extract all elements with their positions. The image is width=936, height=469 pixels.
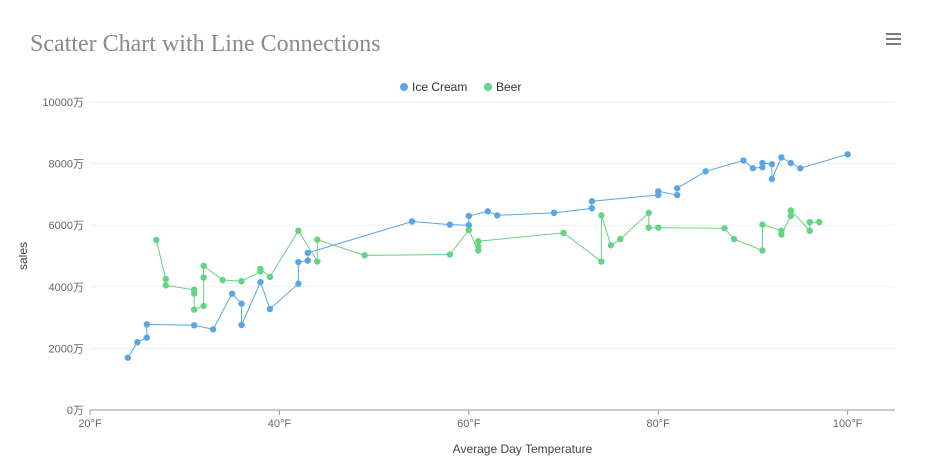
data-point[interactable]	[190, 322, 198, 329]
data-point[interactable]	[598, 212, 605, 219]
y-tick-label: 2000万	[49, 343, 84, 355]
data-point[interactable]	[200, 262, 207, 270]
data-point[interactable]	[314, 236, 321, 243]
data-point[interactable]	[266, 273, 274, 281]
data-point[interactable]	[219, 276, 226, 284]
data-point[interactable]	[228, 290, 236, 297]
chart-title: Scatter Chart with Line Connections	[30, 31, 381, 57]
x-tick-label: 80°F	[647, 418, 671, 430]
data-point[interactable]	[607, 242, 615, 249]
data-point[interactable]	[124, 354, 132, 361]
data-point[interactable]	[153, 236, 160, 244]
data-point[interactable]	[617, 235, 624, 243]
x-tick-label: 20°F	[78, 418, 102, 430]
data-point[interactable]	[844, 151, 851, 158]
data-point[interactable]	[465, 226, 473, 234]
data-point[interactable]	[588, 197, 596, 205]
data-point[interactable]	[730, 235, 738, 243]
data-point[interactable]	[702, 168, 709, 175]
data-point[interactable]	[465, 222, 473, 229]
data-point[interactable]	[190, 306, 198, 313]
data-point[interactable]	[787, 159, 795, 167]
data-point[interactable]	[238, 321, 245, 329]
series-line-ice-cream	[127, 153, 848, 358]
data-point[interactable]	[475, 238, 482, 245]
data-point[interactable]	[560, 229, 567, 237]
data-point[interactable]	[778, 154, 785, 161]
data-point[interactable]	[266, 305, 274, 313]
data-point[interactable]	[673, 185, 681, 192]
y-tick-label: 0万	[67, 405, 84, 417]
data-point[interactable]	[484, 208, 491, 215]
legend-item-ice-cream[interactable]: Ice Cream	[412, 80, 467, 94]
data-point[interactable]	[295, 227, 302, 234]
hamburger-menu-icon[interactable]	[883, 31, 905, 47]
data-point[interactable]	[465, 212, 473, 220]
legend-item-beer[interactable]: Beer	[496, 80, 521, 94]
data-point[interactable]	[588, 205, 596, 212]
data-point[interactable]	[673, 191, 681, 199]
data-point[interactable]	[238, 300, 245, 307]
data-point[interactable]	[721, 225, 728, 232]
data-point[interactable]	[143, 321, 151, 328]
data-point[interactable]	[295, 280, 302, 287]
data-point[interactable]	[209, 326, 217, 333]
data-point[interactable]	[645, 209, 652, 217]
data-point[interactable]	[778, 231, 785, 238]
data-point[interactable]	[257, 265, 264, 273]
data-point[interactable]	[787, 207, 795, 214]
data-point[interactable]	[475, 243, 482, 250]
data-point[interactable]	[759, 247, 766, 254]
legend-marker[interactable]	[484, 83, 492, 91]
y-tick-label: 8000万	[49, 159, 84, 171]
data-point[interactable]	[550, 209, 558, 217]
data-point[interactable]	[143, 334, 151, 341]
y-tick-label: 10000万	[42, 97, 84, 109]
data-point[interactable]	[655, 224, 662, 231]
data-point[interactable]	[749, 165, 757, 172]
data-point[interactable]	[257, 278, 264, 286]
data-point[interactable]	[408, 218, 416, 225]
data-point[interactable]	[304, 257, 312, 264]
data-point[interactable]	[768, 175, 776, 183]
data-point[interactable]	[806, 218, 813, 226]
data-point[interactable]	[598, 258, 605, 265]
data-point[interactable]	[759, 159, 766, 167]
y-tick-label: 4000万	[49, 282, 84, 294]
legend-marker[interactable]	[400, 83, 408, 91]
data-point[interactable]	[768, 161, 776, 168]
data-point[interactable]	[494, 212, 501, 219]
data-point[interactable]	[787, 212, 795, 220]
data-point[interactable]	[740, 157, 747, 164]
data-point[interactable]	[314, 258, 321, 265]
data-point[interactable]	[238, 278, 245, 285]
data-point[interactable]	[797, 165, 804, 172]
data-point[interactable]	[655, 188, 662, 195]
data-point[interactable]	[304, 249, 312, 257]
data-point[interactable]	[162, 275, 169, 283]
data-point[interactable]	[645, 224, 652, 231]
data-point[interactable]	[190, 290, 198, 297]
data-point[interactable]	[200, 274, 207, 281]
data-point[interactable]	[446, 221, 454, 228]
data-point[interactable]	[816, 218, 823, 226]
y-axis-title: sales	[16, 242, 30, 270]
data-point[interactable]	[162, 282, 169, 289]
x-tick-label: 100°F	[833, 418, 863, 430]
y-tick-label: 6000万	[49, 220, 84, 232]
data-point[interactable]	[361, 252, 368, 259]
data-point[interactable]	[134, 339, 141, 346]
x-tick-label: 40°F	[268, 418, 292, 430]
data-point[interactable]	[806, 227, 813, 234]
x-axis-title: Average Day Temperature	[453, 442, 593, 456]
x-tick-label: 60°F	[457, 418, 481, 430]
data-point[interactable]	[295, 258, 302, 266]
data-point[interactable]	[200, 302, 207, 310]
data-point[interactable]	[759, 221, 766, 228]
data-point[interactable]	[446, 251, 454, 258]
